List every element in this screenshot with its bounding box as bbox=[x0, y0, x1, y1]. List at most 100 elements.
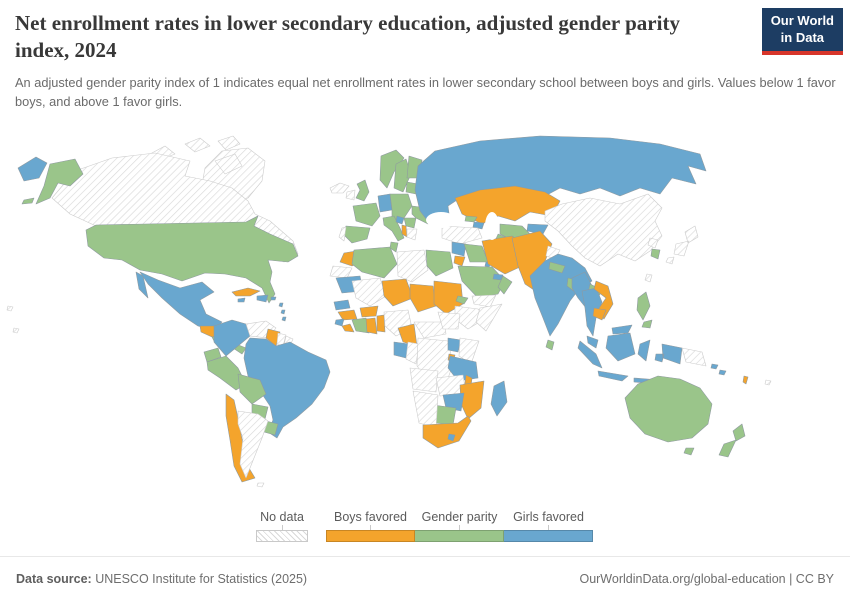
country-zimbabwe[interactable] bbox=[442, 392, 465, 412]
legend-girls-label: Girls favored bbox=[513, 510, 584, 524]
country-mozambique[interactable] bbox=[459, 380, 485, 420]
country-mexico-baja[interactable] bbox=[135, 271, 149, 299]
legend-gender-parity[interactable]: Gender parity bbox=[415, 510, 504, 542]
country-papua-new-guinea[interactable] bbox=[681, 347, 707, 367]
country-turkey[interactable] bbox=[441, 225, 483, 245]
owid-link[interactable]: OurWorldinData.org/global-education | CC… bbox=[579, 571, 834, 586]
data-source-text: UNESCO Institute for Statistics (2025) bbox=[91, 571, 308, 586]
country-ghana[interactable] bbox=[365, 317, 378, 335]
country-france[interactable] bbox=[352, 202, 381, 227]
country-somalia[interactable] bbox=[475, 303, 503, 332]
country-georgia[interactable] bbox=[464, 215, 478, 223]
country-ivory-coast[interactable] bbox=[351, 317, 370, 334]
logo-line1: Our World bbox=[770, 13, 834, 28]
country-syria[interactable] bbox=[451, 241, 467, 257]
country-jamaica[interactable] bbox=[237, 297, 246, 303]
country-cambodia[interactable] bbox=[592, 307, 607, 321]
country-madagascar[interactable] bbox=[490, 380, 508, 417]
country-bosnia[interactable] bbox=[395, 215, 405, 225]
legend-boys-favored[interactable]: Boys favored bbox=[326, 510, 415, 542]
country-arctic-islands[interactable] bbox=[149, 135, 243, 175]
country-greece[interactable] bbox=[406, 228, 418, 241]
country-uae[interactable] bbox=[492, 273, 504, 281]
country-north-korea[interactable] bbox=[647, 237, 659, 249]
country-south-sudan[interactable] bbox=[437, 311, 461, 330]
country-angola[interactable] bbox=[409, 367, 439, 393]
country-vanuatu[interactable] bbox=[742, 375, 749, 385]
country-nepal[interactable] bbox=[548, 261, 566, 274]
country-liberia[interactable] bbox=[341, 323, 355, 333]
country-fiji[interactable] bbox=[764, 379, 772, 386]
country-azerbaijan[interactable] bbox=[472, 221, 485, 230]
country-mali[interactable] bbox=[351, 277, 387, 307]
country-central-african-republic[interactable] bbox=[413, 321, 447, 339]
country-western-sahara[interactable] bbox=[329, 265, 353, 279]
country-lesser-antilles[interactable] bbox=[278, 302, 287, 322]
country-sri-lanka[interactable] bbox=[545, 339, 555, 351]
country-guinea[interactable] bbox=[337, 309, 358, 321]
country-taiwan[interactable] bbox=[644, 273, 653, 283]
country-philippines[interactable] bbox=[636, 291, 653, 329]
country-congo[interactable] bbox=[405, 341, 420, 365]
country-cuba[interactable] bbox=[231, 287, 261, 297]
pacific-islands[interactable] bbox=[6, 305, 20, 334]
country-south-korea[interactable] bbox=[650, 248, 661, 260]
country-south-africa[interactable] bbox=[422, 415, 472, 449]
country-togo-benin[interactable] bbox=[376, 314, 386, 333]
country-united-states[interactable] bbox=[85, 215, 299, 304]
country-germany[interactable] bbox=[377, 193, 393, 213]
country-senegal[interactable] bbox=[333, 299, 351, 311]
country-iceland[interactable] bbox=[329, 182, 350, 194]
country-ecuador[interactable] bbox=[203, 347, 222, 363]
country-ireland[interactable] bbox=[345, 189, 356, 201]
country-yemen[interactable] bbox=[471, 294, 497, 308]
country-colombia[interactable] bbox=[213, 319, 251, 357]
legend-girls-swatch[interactable] bbox=[504, 530, 593, 542]
country-solomon-islands[interactable] bbox=[710, 363, 727, 376]
country-eritrea[interactable] bbox=[455, 295, 469, 305]
owid-logo[interactable]: Our World in Data bbox=[761, 8, 843, 55]
country-hispaniola[interactable] bbox=[256, 294, 277, 303]
country-norway[interactable] bbox=[379, 149, 405, 189]
country-chad[interactable] bbox=[409, 283, 437, 313]
country-uganda[interactable] bbox=[447, 337, 462, 353]
country-argentina[interactable] bbox=[237, 410, 269, 479]
legend-boys-swatch[interactable] bbox=[326, 530, 415, 542]
country-sudan[interactable] bbox=[433, 280, 464, 315]
country-lesotho[interactable] bbox=[447, 433, 456, 442]
country-china[interactable] bbox=[544, 193, 663, 267]
country-jordan[interactable] bbox=[453, 255, 466, 267]
country-balkans[interactable] bbox=[403, 217, 417, 229]
country-new-zealand[interactable] bbox=[718, 423, 746, 458]
country-united-kingdom[interactable] bbox=[355, 179, 370, 202]
country-spain[interactable] bbox=[342, 225, 371, 244]
country-sierra-leone[interactable] bbox=[334, 318, 345, 327]
legend-tick bbox=[548, 525, 549, 530]
country-australia[interactable] bbox=[624, 375, 713, 456]
country-russia-chukotka[interactable] bbox=[17, 156, 48, 182]
country-tunisia[interactable] bbox=[389, 241, 399, 253]
country-algeria[interactable] bbox=[351, 246, 398, 279]
country-chile[interactable] bbox=[225, 393, 256, 483]
country-burkina-faso[interactable] bbox=[359, 305, 379, 318]
legend-boys-label: Boys favored bbox=[334, 510, 407, 524]
legend-no-data-swatch[interactable] bbox=[256, 530, 308, 542]
country-alaska[interactable] bbox=[21, 158, 84, 205]
country-japan[interactable] bbox=[665, 225, 699, 265]
country-falklands[interactable] bbox=[256, 482, 265, 488]
country-niger[interactable] bbox=[381, 278, 414, 307]
country-saudi-arabia[interactable] bbox=[457, 265, 506, 299]
country-egypt[interactable] bbox=[425, 249, 454, 277]
country-libya[interactable] bbox=[396, 249, 429, 283]
country-portugal[interactable] bbox=[338, 226, 347, 242]
legend-no-data[interactable]: No data bbox=[256, 510, 308, 542]
country-namibia[interactable] bbox=[412, 390, 439, 429]
country-bolivia[interactable] bbox=[237, 373, 267, 405]
legend-parity-swatch[interactable] bbox=[415, 530, 504, 542]
legend-tick bbox=[459, 525, 460, 530]
country-italy[interactable] bbox=[382, 215, 405, 242]
country-oman[interactable] bbox=[497, 275, 513, 295]
country-mexico[interactable] bbox=[139, 271, 223, 331]
chart-subtitle: An adjusted gender parity index of 1 ind… bbox=[15, 74, 836, 109]
legend-girls-favored[interactable]: Girls favored bbox=[504, 510, 593, 542]
